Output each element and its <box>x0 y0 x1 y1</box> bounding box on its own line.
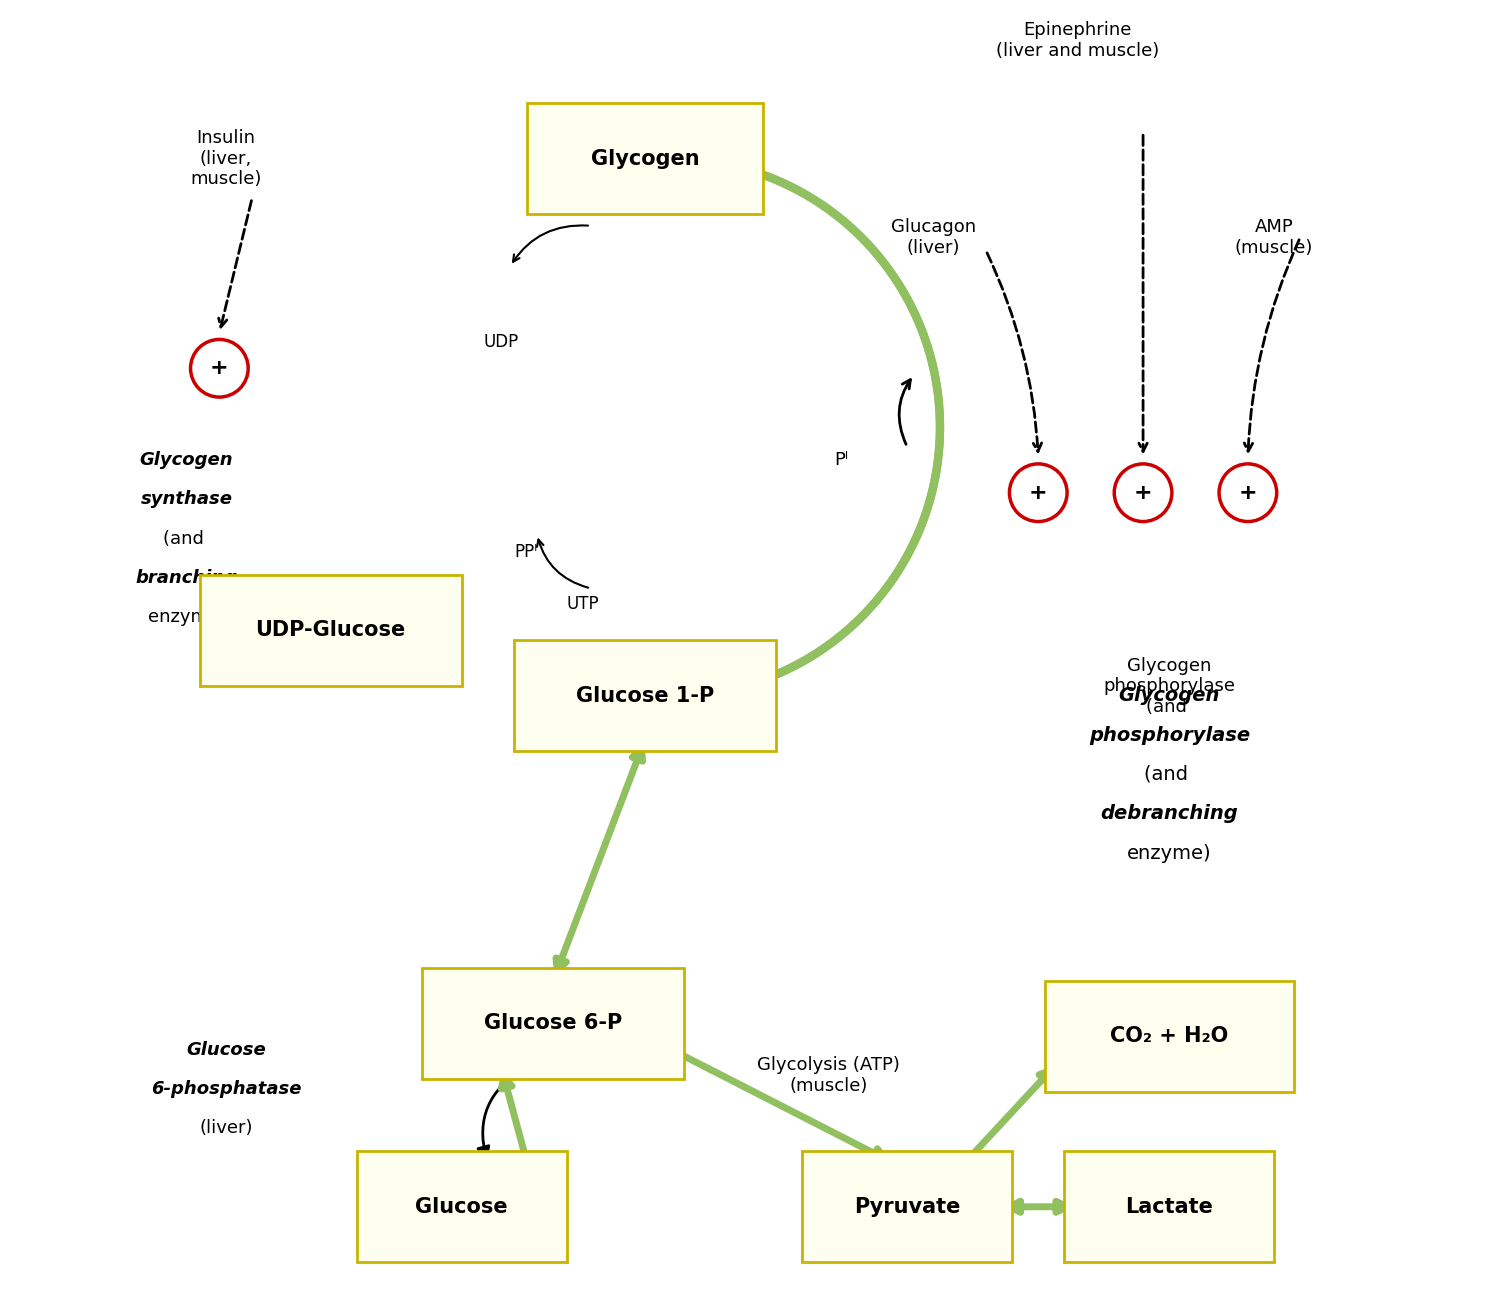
Text: +: + <box>1029 483 1047 503</box>
Text: Glycogen: Glycogen <box>140 450 234 469</box>
Text: Glucose 1-P: Glucose 1-P <box>576 685 714 706</box>
Text: Insulin
(liver,
muscle): Insulin (liver, muscle) <box>190 129 261 189</box>
Text: debranching: debranching <box>1101 805 1238 823</box>
Text: (and: (and <box>1144 765 1194 784</box>
Text: Pyruvate: Pyruvate <box>853 1196 960 1217</box>
FancyBboxPatch shape <box>423 968 684 1079</box>
Text: +: + <box>1134 483 1152 503</box>
Text: branching: branching <box>135 569 237 587</box>
FancyBboxPatch shape <box>1046 981 1293 1092</box>
Text: +: + <box>210 358 228 378</box>
Text: Glucose: Glucose <box>186 1041 266 1058</box>
FancyBboxPatch shape <box>528 102 764 214</box>
Text: CO₂ + H₂O: CO₂ + H₂O <box>1110 1027 1228 1046</box>
FancyBboxPatch shape <box>200 575 462 685</box>
Text: Glycolysis (ATP)
(muscle): Glycolysis (ATP) (muscle) <box>758 1057 900 1095</box>
FancyBboxPatch shape <box>357 1152 567 1263</box>
Text: Epinephrine
(liver and muscle): Epinephrine (liver and muscle) <box>996 21 1160 60</box>
Text: (and: (and <box>164 529 210 548</box>
Text: UDP: UDP <box>483 334 519 351</box>
Text: enzyme): enzyme) <box>1126 843 1212 863</box>
Text: Glycogen: Glycogen <box>1119 687 1220 705</box>
Text: Glucose 6-P: Glucose 6-P <box>484 1014 622 1033</box>
Text: +: + <box>1239 483 1257 503</box>
Text: 6-phosphatase: 6-phosphatase <box>150 1079 302 1098</box>
FancyBboxPatch shape <box>514 641 776 751</box>
Text: synthase: synthase <box>141 490 232 508</box>
Text: AMP
(muscle): AMP (muscle) <box>1234 218 1314 256</box>
Text: PPᴵ: PPᴵ <box>514 542 537 561</box>
Text: UDP-Glucose: UDP-Glucose <box>255 620 406 641</box>
Text: Glycogen: Glycogen <box>591 148 699 168</box>
FancyBboxPatch shape <box>802 1152 1012 1263</box>
Text: Glucose: Glucose <box>416 1196 509 1217</box>
Text: Glycogen
phosphorylase
(and: Glycogen phosphorylase (and <box>1104 656 1236 716</box>
Text: enzyme): enzyme) <box>147 608 225 626</box>
FancyBboxPatch shape <box>1065 1152 1274 1263</box>
Text: UTP: UTP <box>567 595 598 613</box>
Text: Pᴵ: Pᴵ <box>834 450 849 469</box>
Text: Glucagon
(liver): Glucagon (liver) <box>891 218 977 256</box>
Text: Lactate: Lactate <box>1125 1196 1214 1217</box>
Text: phosphorylase: phosphorylase <box>1089 726 1250 744</box>
Text: (liver): (liver) <box>200 1119 252 1137</box>
